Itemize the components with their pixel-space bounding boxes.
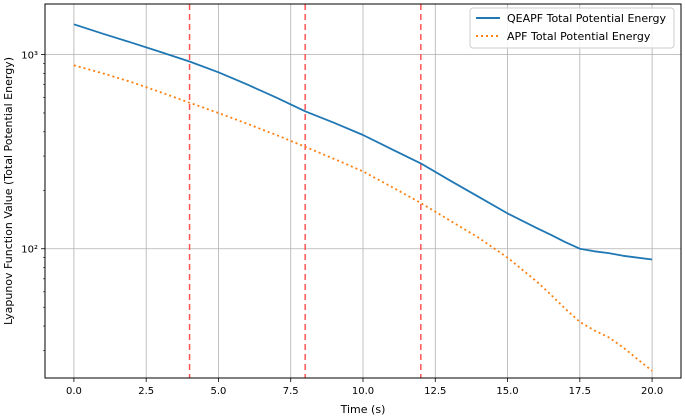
series-line-apf — [73, 64, 653, 372]
y-axis-label: Lyapunov Function Value (Total Potential… — [2, 57, 15, 325]
y-tick-label: 10² — [21, 245, 38, 256]
series-lines — [73, 23, 653, 372]
axis-ticks: 0.0 2.5 5.0 7.5 10.0 12.5 15.0 17.5 20.0 10² 10³ — [21, 51, 663, 397]
legend: QEAPF Total Potential Energy APF Total P… — [469, 7, 675, 49]
vertical-marker-lines — [188, 4, 422, 378]
series-line-qeapf — [73, 23, 653, 261]
legend-box — [469, 7, 675, 49]
x-tick-label: 2.5 — [138, 386, 154, 397]
legend-label-apf: APF Total Potential Energy — [507, 30, 651, 43]
x-tick-label: 20.0 — [641, 386, 663, 397]
legend-label-qeapf: QEAPF Total Potential Energy — [507, 12, 666, 25]
grid — [45, 4, 681, 378]
x-axis-label: Time (s) — [340, 403, 386, 416]
x-tick-label: 0.0 — [66, 386, 82, 397]
x-tick-label: 12.5 — [424, 386, 446, 397]
x-tick-label: 7.5 — [283, 386, 299, 397]
x-tick-label: 15.0 — [496, 386, 518, 397]
y-tick-label: 10³ — [21, 51, 38, 62]
x-tick-label: 17.5 — [569, 386, 591, 397]
x-tick-label: 10.0 — [352, 386, 374, 397]
x-tick-label: 5.0 — [211, 386, 227, 397]
